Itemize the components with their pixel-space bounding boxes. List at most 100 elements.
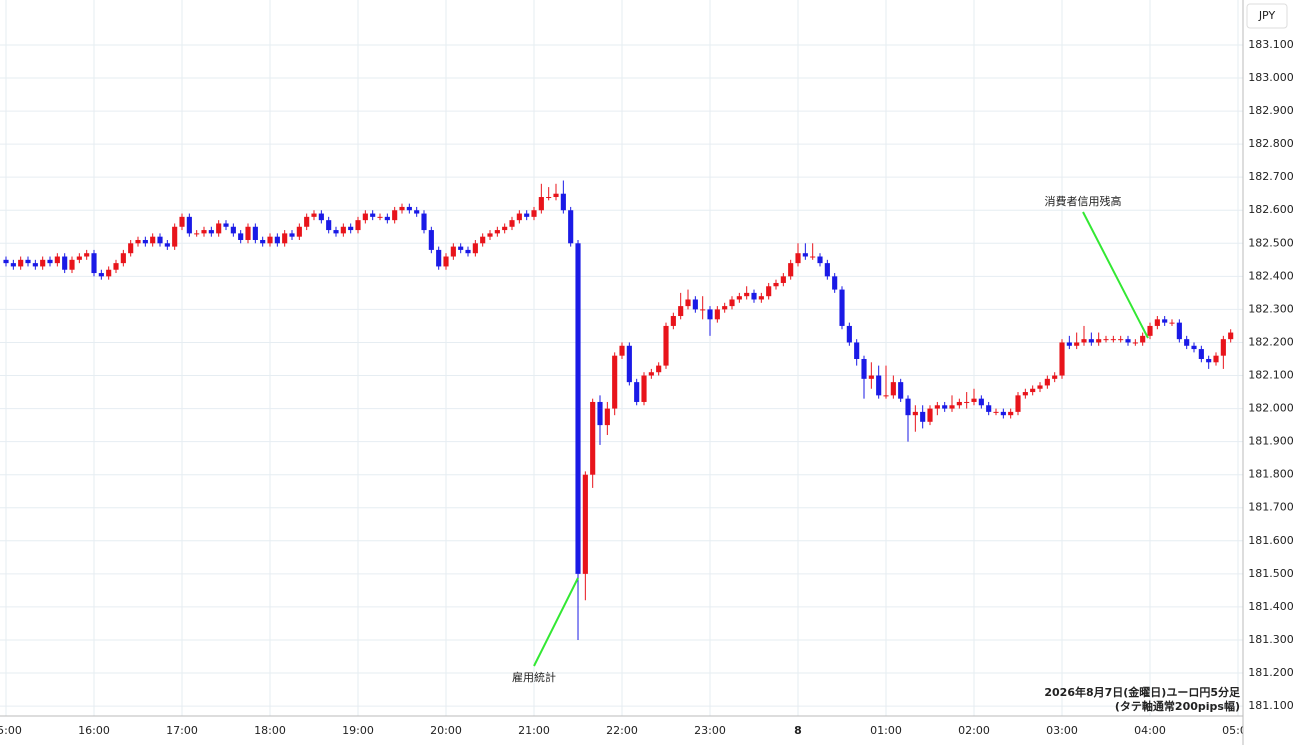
candle-body: [458, 246, 464, 250]
candle-body: [1022, 392, 1028, 396]
candle-body: [685, 299, 691, 307]
candle-body: [810, 256, 816, 258]
x-tick-label: 02:00: [958, 724, 990, 737]
candle-body: [568, 210, 574, 244]
candle-body: [751, 292, 757, 300]
candle-body: [1125, 339, 1131, 343]
candle-body: [443, 256, 449, 267]
y-tick-label: 181.500: [1248, 567, 1294, 580]
y-tick-label: 182.900: [1248, 104, 1294, 117]
candle-body: [142, 239, 148, 244]
candle-body: [47, 259, 53, 264]
candle-body: [641, 375, 647, 402]
candle-body: [84, 253, 90, 257]
candle-body: [1228, 332, 1234, 340]
candle-body: [245, 226, 251, 240]
candle-body: [494, 230, 500, 234]
candle-body: [384, 216, 390, 221]
candle-body: [414, 210, 420, 214]
candle-body: [817, 256, 823, 264]
candle-body: [678, 306, 684, 317]
x-tick-label: 23:00: [694, 724, 726, 737]
candle-body: [318, 213, 324, 221]
candle-body: [274, 236, 280, 244]
candle-body: [832, 276, 838, 290]
y-tick-label: 181.900: [1248, 435, 1294, 448]
y-tick-label: 181.300: [1248, 633, 1294, 646]
candle-body: [1220, 339, 1226, 356]
candle-body: [120, 253, 126, 264]
candle-body: [758, 296, 764, 300]
candle-body: [1037, 385, 1043, 389]
candle-body: [1081, 339, 1087, 343]
x-tick-label: 22:00: [606, 724, 638, 737]
candle-body: [560, 193, 566, 211]
candle-body: [18, 259, 24, 267]
candle-body: [1213, 355, 1219, 363]
x-tick-label: 03:00: [1046, 724, 1078, 737]
candle-body: [575, 243, 581, 574]
candle-body: [1154, 319, 1160, 326]
candle-body: [450, 246, 456, 257]
candle-body: [927, 408, 933, 422]
y-tick-label: 181.700: [1248, 501, 1294, 514]
x-tick-label: 21:00: [518, 724, 550, 737]
candle-body: [216, 223, 222, 234]
candle-body: [722, 306, 728, 310]
y-tick-label: 182.600: [1248, 203, 1294, 216]
candle-body: [795, 253, 801, 264]
candle-body: [773, 282, 779, 287]
candle-body: [1191, 345, 1197, 350]
y-tick-label: 182.100: [1248, 369, 1294, 382]
annotations: 雇用統計 消費者信用残高 2026年8月7日(金曜日)ユーロ円5分足(タテ軸通常20…: [512, 194, 1241, 713]
candle-body: [612, 355, 618, 409]
candle-body: [714, 309, 720, 320]
candle-body: [480, 236, 486, 244]
candle-body: [949, 405, 955, 409]
candle-body: [223, 223, 229, 227]
x-tick-label: 01:00: [870, 724, 902, 737]
y-tick-label: 183.100: [1248, 38, 1294, 51]
candle-body: [1074, 342, 1080, 346]
y-tick-label: 181.200: [1248, 666, 1294, 679]
candle-body: [1147, 325, 1153, 336]
candle-body: [392, 210, 398, 221]
candle-body: [942, 405, 948, 409]
candle-body: [802, 253, 808, 257]
y-tick-label: 182.000: [1248, 402, 1294, 415]
candle-body: [934, 405, 940, 409]
candle-body: [707, 309, 713, 320]
candle-body: [54, 256, 60, 264]
candle-body: [876, 375, 882, 396]
candle-body: [172, 226, 178, 247]
price-axis-panel: [1243, 0, 1300, 745]
candle-body: [846, 325, 852, 343]
candle-body: [1052, 375, 1058, 379]
candle-body: [238, 233, 244, 240]
candle-body: [1176, 322, 1182, 340]
candle-body: [91, 253, 97, 274]
candle-body: [370, 213, 376, 217]
candle-body: [634, 382, 640, 402]
candle-body: [69, 259, 75, 270]
candle-body: [964, 401, 970, 403]
y-tick-label: 182.700: [1248, 170, 1294, 183]
candle-body: [978, 398, 984, 406]
x-tick-label: 16:00: [78, 724, 110, 737]
candle-body: [538, 197, 544, 211]
annotation-leader: [533, 577, 579, 667]
candle-body: [898, 382, 904, 399]
note: 2026年8月7日(金曜日)ユーロ円5分足: [1044, 685, 1241, 699]
candle-body: [150, 236, 156, 244]
candle-body: [604, 408, 610, 426]
candle-body: [282, 233, 288, 244]
candle-body: [663, 325, 669, 366]
candle-body: [106, 269, 112, 277]
candle-body: [780, 276, 786, 283]
candle-body: [656, 365, 662, 373]
plot-area: [3, 180, 1234, 640]
annotation: 消費者信用残高: [1045, 194, 1122, 208]
currency-label: JPY: [1258, 9, 1276, 22]
y-tick-label: 182.800: [1248, 137, 1294, 150]
y-tick-label: 183.000: [1248, 71, 1294, 84]
